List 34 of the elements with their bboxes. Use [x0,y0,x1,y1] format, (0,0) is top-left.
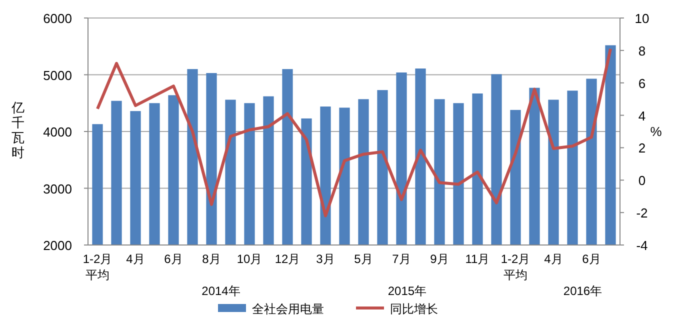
y2-tick-label: -4 [636,238,648,253]
y-tick-label: 5000 [43,68,72,83]
x-tick-label: 11月 [464,251,491,267]
x-tick-label: 3月 [315,251,336,267]
x-tick-label: 1-2月平均 [500,251,532,283]
y2-tick-label: 10 [634,11,650,26]
y2-tick-label: 2 [638,140,646,156]
x-tick-label: 12月 [274,251,302,267]
y-tick-label: 3000 [43,181,72,196]
text: 2015年 [388,284,427,298]
x-tick-label: 7月 [391,251,412,267]
x-tick-label: 6月 [581,251,602,267]
x-tick-label: 6月 [163,251,184,267]
text: 2016年 [563,284,602,298]
y-tick-label: 4000 [43,124,72,140]
y2-axis-title: % [650,124,662,139]
x-tick-label: 5月 [353,251,374,267]
text: 2014年 [202,284,240,298]
x-tick-label: 4月 [543,251,564,267]
x-tick-label: 4月 [125,251,146,267]
x-tick-label: 1-2月平均 [82,251,114,283]
y2-tick-label: 4 [638,108,646,124]
x-tick-label: 8月 [201,251,222,267]
legend-label: 全社会用电量 [252,302,324,316]
y2-tick-label: 6 [638,76,646,91]
legend-label: 同比增长 [390,302,438,316]
y2-tick-label: 0 [638,173,646,188]
x-tick-label: 10月 [236,251,264,267]
y2-tick-label: 8 [638,43,646,58]
y-axis-title: 亿千瓦时 [10,100,24,160]
y-tick-label: 2000 [43,238,72,253]
x-tick-label: 9月 [429,251,450,267]
y-tick-label: 6000 [43,11,72,26]
y2-tick-label: -2 [636,206,648,221]
